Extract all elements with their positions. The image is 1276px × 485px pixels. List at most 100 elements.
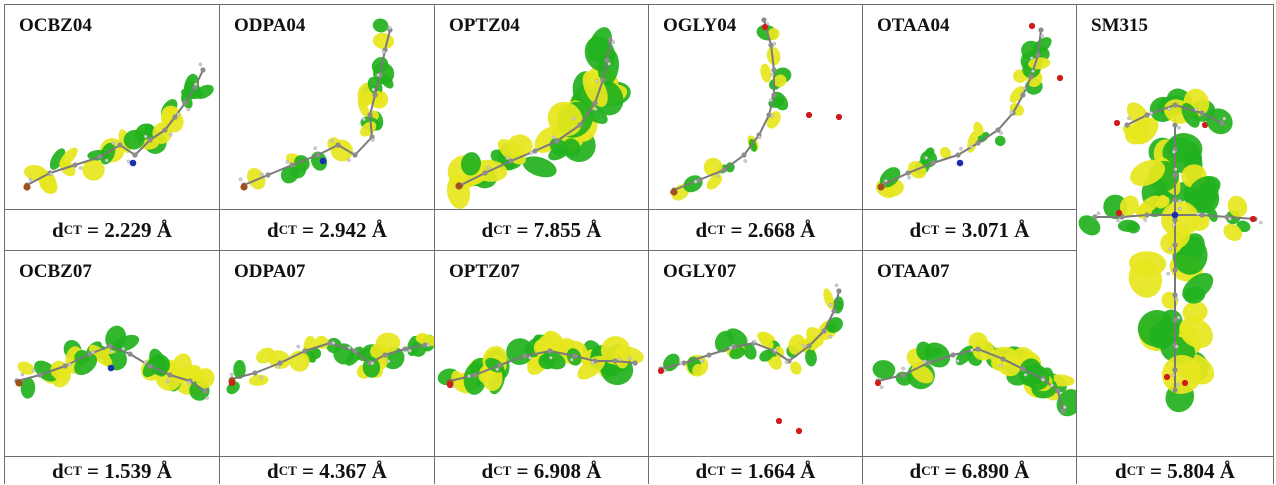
dct-cell-sm315: d CT = 5.804 Å <box>1077 457 1273 485</box>
molecule-name: ODPA04 <box>234 15 306 36</box>
molecule-panel-otaa07: OTAA07 <box>863 251 1076 456</box>
molecule-orbital-image <box>23 62 214 194</box>
dct-value-label: d CT = 7.855 Å <box>435 210 648 250</box>
molecule-panel-ocbz07: OCBZ07 <box>5 251 219 456</box>
molecule-panel-optz07: OPTZ07 <box>435 251 648 456</box>
molecule-structure <box>226 332 434 395</box>
dct-equals: = <box>296 217 320 242</box>
dct-subscript: CT <box>493 222 512 237</box>
molecule-panel-ocbz04: OCBZ04 <box>5 5 219 209</box>
dct-cell-ogly04: d CT = 2.668 Å <box>649 210 862 250</box>
grid-line <box>1076 4 1077 484</box>
dct-number: 2.942 Å <box>319 217 387 242</box>
grid-line <box>4 250 1076 251</box>
dct-number: 4.367 Å <box>319 458 387 483</box>
molecule-name: OCBZ07 <box>19 261 92 282</box>
dct-cell-ocbz07: d CT = 1.539 Å <box>5 457 219 485</box>
molecule-name: ODPA07 <box>234 261 306 282</box>
dct-subscript: CT <box>921 222 940 237</box>
molecule-structure <box>669 17 843 201</box>
molecule-orbital-image <box>875 22 1064 199</box>
molecule-orbital-image <box>238 18 395 191</box>
molecule-panel-odpa04: ODPA04 <box>220 5 434 209</box>
dct-number: 2.668 Å <box>747 217 816 242</box>
dct-cell-otaa07: d CT = 6.890 Å <box>863 457 1076 485</box>
dct-cell-optz07: d CT = 6.908 Å <box>435 457 648 485</box>
molecule-name: OGLY07 <box>663 261 737 282</box>
grid-line <box>4 456 1274 457</box>
dct-cell-odpa04: d CT = 2.942 Å <box>220 210 434 250</box>
molecule-structure <box>23 62 214 194</box>
dct-symbol: d <box>481 217 494 242</box>
molecule-structure <box>872 332 1076 417</box>
dct-equals: = <box>81 458 105 483</box>
grid-line <box>648 4 649 484</box>
grid-line <box>219 4 220 484</box>
molecule-name: OPTZ07 <box>449 261 520 282</box>
dct-symbol: d <box>909 217 922 242</box>
dct-subscript: CT <box>707 463 726 478</box>
molecule-orbital-image <box>14 325 215 401</box>
molecule-orbital-image <box>657 283 844 435</box>
dct-symbol: d <box>267 217 279 242</box>
dct-equals: = <box>511 458 534 483</box>
grid-line <box>1273 4 1274 484</box>
dct-number: 5.804 Å <box>1167 458 1235 483</box>
dct-value-label: d CT = 1.664 Å <box>649 457 862 485</box>
dct-symbol: d <box>1115 458 1127 483</box>
molecule-orbital-image <box>446 27 631 209</box>
dct-value-label: d CT = 5.804 Å <box>1077 457 1273 485</box>
dct-equals: = <box>296 458 320 483</box>
molecule-name: SM315 <box>1091 15 1148 36</box>
dct-value-label: d CT = 1.539 Å <box>5 457 219 485</box>
grid-line <box>4 4 5 484</box>
molecule-structure <box>437 330 644 395</box>
dct-subscript: CT <box>493 463 512 478</box>
molecule-orbital-image <box>437 330 644 395</box>
molecule-name: OTAA07 <box>877 261 950 282</box>
dct-cell-optz04: d CT = 7.855 Å <box>435 210 648 250</box>
dct-value-label: d CT = 6.890 Å <box>863 457 1076 485</box>
dct-symbol: d <box>909 458 922 483</box>
dct-symbol: d <box>695 458 708 483</box>
dct-symbol: d <box>481 458 494 483</box>
dct-cell-odpa07: d CT = 4.367 Å <box>220 457 434 485</box>
molecule-orbital-image <box>226 332 434 395</box>
molecule-structure <box>1122 88 1233 145</box>
dct-subscript: CT <box>1126 463 1145 478</box>
dct-value-label: d CT = 3.071 Å <box>863 210 1076 250</box>
molecule-structure <box>446 27 631 209</box>
dct-subscript: CT <box>278 222 297 237</box>
molecule-structure <box>238 18 395 191</box>
dct-subscript: CT <box>278 463 297 478</box>
dct-equals: = <box>939 217 962 242</box>
dct-number: 3.071 Å <box>961 217 1030 242</box>
dct-value-label: d CT = 2.942 Å <box>220 210 434 250</box>
dct-value-label: d CT = 2.668 Å <box>649 210 862 250</box>
dct-value-label: d CT = 2.229 Å <box>5 210 219 250</box>
dct-value-label: d CT = 4.367 Å <box>220 457 434 485</box>
molecule-structure <box>875 22 1064 199</box>
molecule-orbital-image <box>669 17 843 201</box>
grid-line <box>434 4 435 484</box>
molecule-structure <box>14 325 215 401</box>
dct-symbol: d <box>695 217 708 242</box>
molecule-name: OPTZ04 <box>449 15 520 36</box>
dct-symbol: d <box>267 458 279 483</box>
molecule-name: OCBZ04 <box>19 15 92 36</box>
dct-equals: = <box>511 217 534 242</box>
grid-line <box>4 209 1076 210</box>
grid-line <box>4 4 1274 5</box>
dct-equals: = <box>939 458 962 483</box>
dct-value-label: d CT = 6.908 Å <box>435 457 648 485</box>
grid-line <box>862 4 863 484</box>
dct-number: 2.229 Å <box>104 217 172 242</box>
molecule-structure <box>1078 119 1263 387</box>
molecule-orbital-image <box>1078 88 1263 413</box>
molecule-panel-odpa07: ODPA07 <box>220 251 434 456</box>
dct-number: 1.539 Å <box>104 458 172 483</box>
molecule-panel-ogly07: OGLY07 <box>649 251 862 456</box>
dct-subscript: CT <box>63 463 82 478</box>
molecule-orbital-image <box>872 332 1076 417</box>
molecule-panel-otaa04: OTAA04 <box>863 5 1076 209</box>
